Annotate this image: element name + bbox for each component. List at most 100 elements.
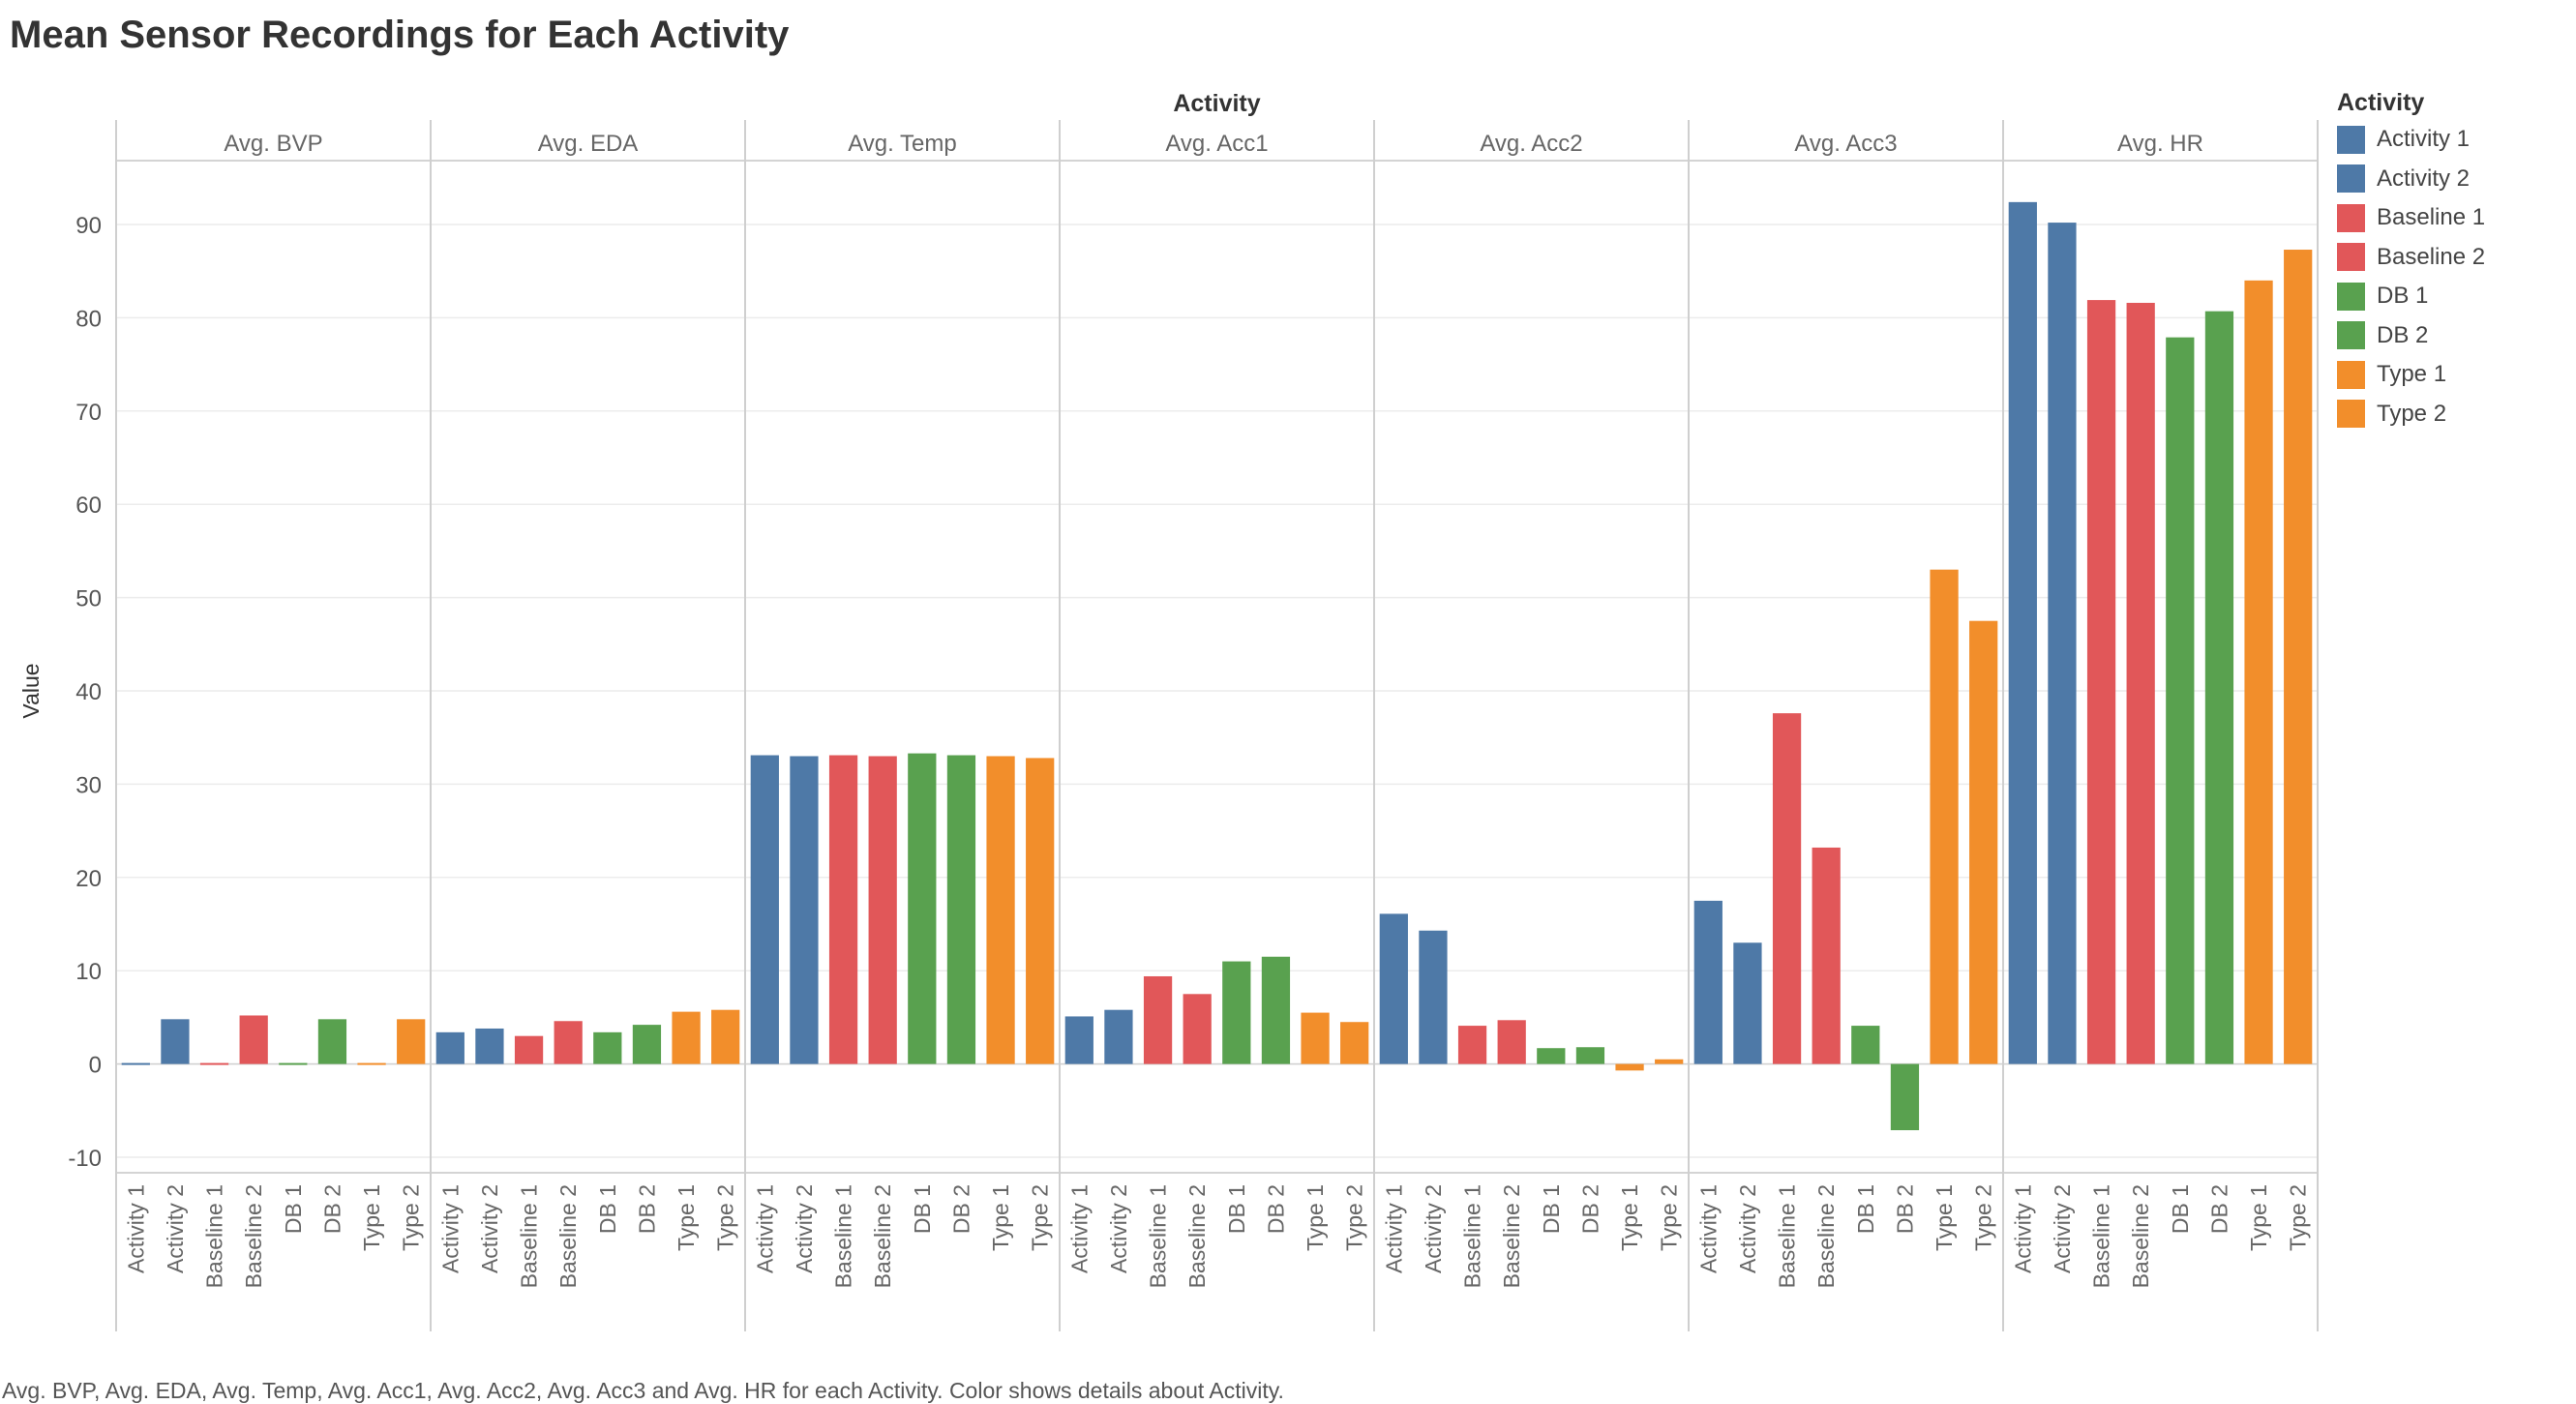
x-tick-label: Type 1 <box>1932 1184 1957 1251</box>
bar[interactable] <box>1143 975 1173 1064</box>
panel-header: Avg. HR <box>2117 131 2203 157</box>
bar[interactable] <box>1419 930 1448 1064</box>
x-tick-label: Type 1 <box>359 1184 384 1251</box>
bar[interactable] <box>2204 311 2234 1064</box>
x-tick-label: DB 1 <box>595 1184 620 1234</box>
x-tick-label: Type 1 <box>1617 1184 1642 1251</box>
bar[interactable] <box>1851 1026 1880 1064</box>
x-tick-label: Baseline 2 <box>870 1184 895 1288</box>
x-tick-label: DB 1 <box>910 1184 935 1234</box>
bar[interactable] <box>946 755 976 1064</box>
bar[interactable] <box>986 756 1015 1064</box>
x-tick-label: Baseline 1 <box>831 1184 856 1288</box>
x-tick-label: DB 1 <box>281 1184 306 1234</box>
bar[interactable] <box>1261 956 1291 1064</box>
bar[interactable] <box>1655 1059 1684 1064</box>
bar[interactable] <box>317 1019 347 1064</box>
bar[interactable] <box>2126 302 2155 1064</box>
y-tick-label: 80 <box>75 306 102 332</box>
x-tick-label: Baseline 2 <box>241 1184 266 1288</box>
x-tick-label: DB 2 <box>1577 1184 1603 1234</box>
bar[interactable] <box>121 1062 150 1065</box>
bar[interactable] <box>1222 961 1251 1064</box>
bar[interactable] <box>2048 223 2077 1064</box>
bar[interactable] <box>1379 913 1408 1064</box>
y-tick-label: 50 <box>75 586 102 612</box>
legend-item[interactable]: Baseline 1 <box>2337 198 2569 238</box>
legend-label: Baseline 2 <box>2377 243 2486 270</box>
bar[interactable] <box>1064 1016 1093 1064</box>
bar[interactable] <box>397 1019 426 1064</box>
bar[interactable] <box>828 755 858 1064</box>
y-tick-label: 60 <box>75 493 102 519</box>
legend-label: Activity 2 <box>2377 164 2471 192</box>
bar[interactable] <box>1537 1048 1566 1064</box>
bar[interactable] <box>1026 758 1055 1064</box>
x-tick-label: DB 1 <box>2168 1184 2193 1234</box>
bar[interactable] <box>790 756 819 1064</box>
x-tick-label: Activity 2 <box>2050 1184 2075 1273</box>
legend-item[interactable]: Type 2 <box>2337 395 2569 434</box>
bar[interactable] <box>1733 942 1762 1064</box>
bar[interactable] <box>279 1062 308 1065</box>
bar[interactable] <box>2166 337 2195 1064</box>
bar[interactable] <box>750 755 779 1064</box>
bar[interactable] <box>1615 1063 1644 1071</box>
legend-item[interactable]: DB 1 <box>2337 277 2569 316</box>
bar[interactable] <box>357 1062 386 1065</box>
bar[interactable] <box>1772 713 1802 1064</box>
bar[interactable] <box>1693 900 1722 1064</box>
bar[interactable] <box>1104 1009 1133 1064</box>
bar[interactable] <box>2086 300 2116 1064</box>
bar[interactable] <box>199 1062 229 1065</box>
bar[interactable] <box>161 1019 190 1064</box>
x-tick-label: Activity 1 <box>1066 1184 1092 1273</box>
bar[interactable] <box>1890 1063 1920 1131</box>
legend-label: Activity 1 <box>2377 126 2471 153</box>
bar[interactable] <box>1340 1022 1369 1064</box>
bar[interactable] <box>1497 1020 1526 1064</box>
y-tick-label: -10 <box>68 1146 102 1172</box>
bar[interactable] <box>1969 620 1998 1064</box>
legend-item[interactable]: Baseline 2 <box>2337 238 2569 278</box>
x-tick-label: DB 2 <box>634 1184 659 1234</box>
bar[interactable] <box>554 1021 583 1064</box>
legend-item[interactable]: Activity 2 <box>2337 160 2569 199</box>
x-tick-label: Baseline 1 <box>1775 1184 1800 1288</box>
x-tick-label: DB 2 <box>319 1184 344 1234</box>
x-tick-label: Baseline 2 <box>1499 1184 1524 1288</box>
bar[interactable] <box>868 756 897 1064</box>
x-tick-label: Type 2 <box>399 1184 424 1251</box>
bar[interactable] <box>908 753 937 1064</box>
legend-label: Type 1 <box>2377 361 2447 388</box>
legend-label: Baseline 1 <box>2377 204 2486 231</box>
bar[interactable] <box>514 1035 544 1064</box>
legend-item[interactable]: Activity 1 <box>2337 120 2569 160</box>
bar[interactable] <box>2008 201 2037 1064</box>
x-tick-label: DB 2 <box>2206 1184 2232 1234</box>
bar[interactable] <box>1183 994 1212 1064</box>
bar[interactable] <box>672 1011 701 1064</box>
x-tick-label: Type 1 <box>988 1184 1013 1251</box>
bar[interactable] <box>475 1028 504 1064</box>
bar[interactable] <box>632 1025 662 1064</box>
y-tick-label: 70 <box>75 400 102 426</box>
bar[interactable] <box>1930 569 1959 1064</box>
panel-header: Avg. Acc3 <box>1794 131 1897 157</box>
bar[interactable] <box>593 1031 622 1064</box>
panel-header: Avg. Acc1 <box>1165 131 1268 157</box>
x-tick-label: Activity 2 <box>792 1184 817 1273</box>
bar[interactable] <box>1301 1012 1330 1064</box>
bar[interactable] <box>1575 1047 1605 1064</box>
bar[interactable] <box>1457 1026 1487 1064</box>
bar[interactable] <box>711 1009 740 1064</box>
bar[interactable] <box>1812 847 1841 1064</box>
bar[interactable] <box>2284 250 2313 1064</box>
bar[interactable] <box>2244 280 2273 1064</box>
legend-item[interactable]: Type 1 <box>2337 355 2569 395</box>
y-tick-label: 30 <box>75 772 102 798</box>
legend-item[interactable]: DB 2 <box>2337 316 2569 356</box>
gridlines <box>116 224 2318 1158</box>
bar[interactable] <box>435 1031 464 1064</box>
bar[interactable] <box>239 1015 268 1064</box>
